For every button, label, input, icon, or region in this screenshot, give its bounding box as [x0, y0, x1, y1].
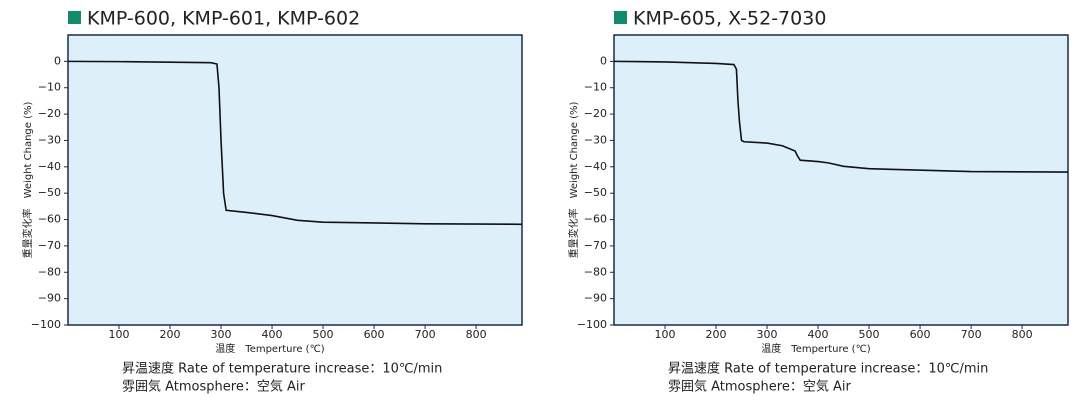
x-tick-label: 700 [415, 328, 436, 341]
y-tick-label: −10 [38, 81, 61, 94]
x-tick-label: 700 [961, 328, 982, 341]
data-line [67, 60, 523, 226]
y-tick-label: −70 [38, 239, 61, 252]
x-tick-label: 200 [706, 328, 727, 341]
y-tick-label: −20 [38, 107, 61, 120]
y-axis-label: 重量変化率 Weight Change (%) [567, 102, 580, 259]
x-tick-label: 300 [757, 328, 778, 341]
x-axis-label: 温度 Temperture (℃) [761, 342, 871, 355]
condition-note: 昇温速度 Rate of temperature increase：10℃/mi… [122, 361, 442, 377]
y-tick-label: −80 [38, 265, 61, 278]
y-tick-label: −80 [584, 265, 607, 278]
x-tick-label: 600 [364, 328, 385, 341]
x-tick-label: 300 [211, 328, 232, 341]
y-tick-label: −40 [584, 160, 607, 173]
y-tick-label: −30 [584, 133, 607, 146]
plot-area [613, 34, 1069, 326]
y-tick-label: −50 [38, 186, 61, 199]
title-marker [614, 11, 627, 24]
y-tick-label: −100 [577, 318, 607, 331]
x-tick-label: 500 [313, 328, 334, 341]
x-tick-label: 600 [910, 328, 931, 341]
y-tick-label: −40 [38, 160, 61, 173]
x-tick-label: 800 [1012, 328, 1033, 341]
y-tick-label: −30 [38, 133, 61, 146]
y-tick-label: −20 [584, 107, 607, 120]
chart-title: KMP-605, X-52-7030 [633, 8, 826, 30]
x-tick-label: 200 [160, 328, 181, 341]
x-axis-label: 温度 Temperture (℃) [215, 342, 325, 355]
y-tick-label: 0 [54, 54, 61, 67]
y-tick-label: −60 [38, 213, 61, 226]
y-tick-label: −50 [584, 186, 607, 199]
data-line [613, 60, 1069, 173]
x-tick-label: 100 [109, 328, 130, 341]
y-tick-label: −10 [584, 81, 607, 94]
y-tick-label: −60 [584, 213, 607, 226]
title-marker [68, 11, 81, 24]
condition-note: 雰囲気 Atmosphere：空気 Air [668, 379, 851, 395]
y-axis-label: 重量変化率 Weight Change (%) [21, 102, 34, 259]
y-tick-label: −90 [38, 292, 61, 305]
x-tick-label: 800 [466, 328, 487, 341]
condition-note: 昇温速度 Rate of temperature increase：10℃/mi… [668, 361, 988, 377]
x-tick-label: 400 [808, 328, 829, 341]
plot-area [67, 34, 523, 326]
x-tick-label: 500 [859, 328, 880, 341]
y-tick-label: −100 [31, 318, 61, 331]
y-tick-label: −90 [584, 292, 607, 305]
chart-title: KMP-600, KMP-601, KMP-602 [87, 8, 360, 30]
condition-note: 雰囲気 Atmosphere：空気 Air [122, 379, 305, 395]
x-tick-label: 100 [655, 328, 676, 341]
y-tick-label: −70 [584, 239, 607, 252]
x-tick-label: 400 [262, 328, 283, 341]
y-tick-label: 0 [600, 54, 607, 67]
